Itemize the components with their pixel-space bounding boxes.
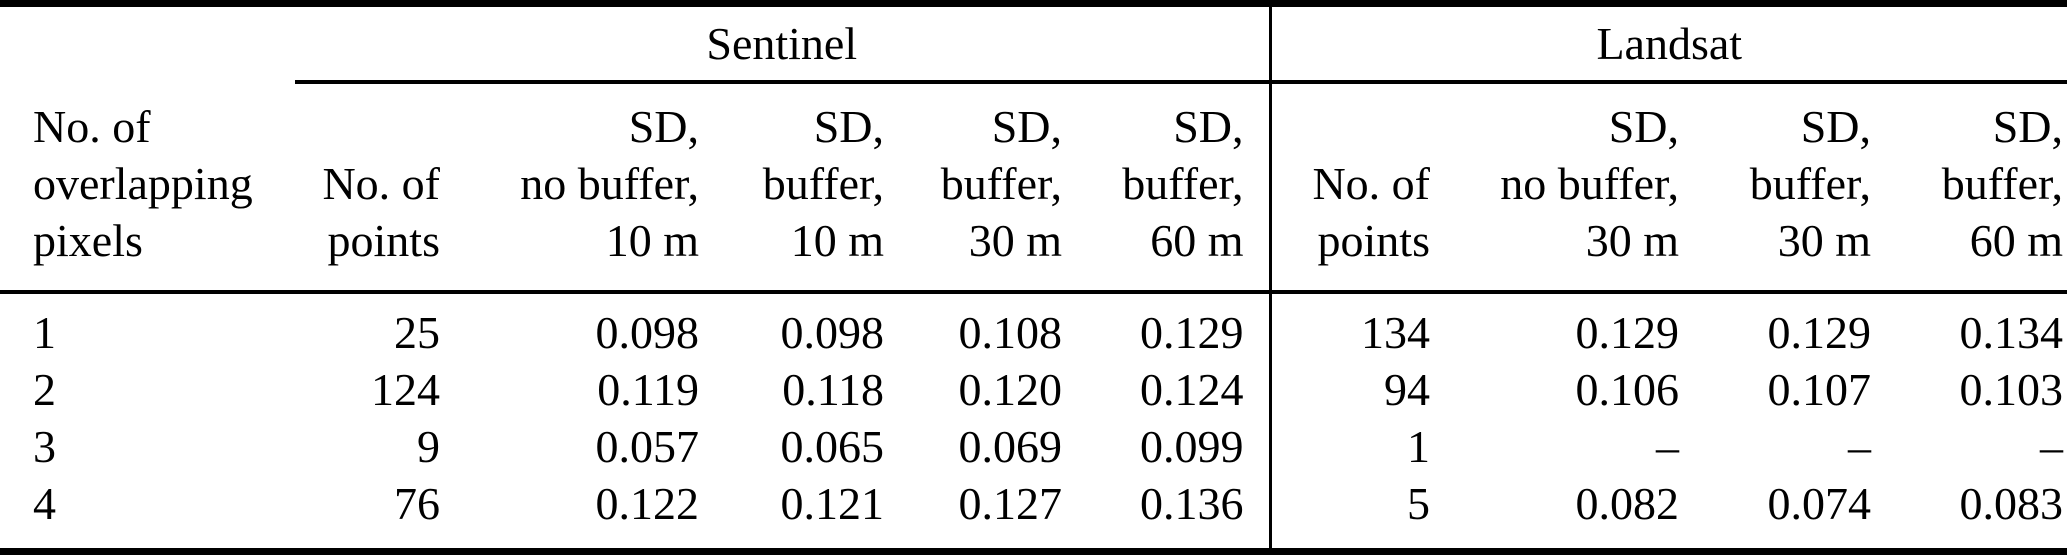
col-header-sentinel-sd-buffer-10m: SD, buffer, 10 m <box>705 82 890 294</box>
cell-landsat-points: 1 <box>1407 421 1430 472</box>
cell-sentinel-sd: 0.069 <box>958 421 1063 472</box>
cell-sentinel-sd: 0.065 <box>780 421 885 472</box>
cell-landsat-sd: – <box>2040 421 2063 472</box>
cell-landsat-sd: 0.106 <box>1575 364 1680 415</box>
col-header-landsat-sd-buffer-60m: SD, buffer, 60 m <box>1877 82 2067 294</box>
table-row: 3 9 0.057 0.065 0.069 0.099 1 – – – <box>0 418 2067 475</box>
cell-sentinel-sd: 0.127 <box>958 478 1063 529</box>
cell-sentinel-sd: 0.121 <box>780 478 885 529</box>
table-row: 1 25 0.098 0.098 0.108 0.129 134 0.129 0… <box>0 292 2067 361</box>
cell-pixels: 4 <box>33 478 56 529</box>
cell-landsat-sd: – <box>1656 421 1679 472</box>
cell-sentinel-sd: 0.118 <box>782 364 884 415</box>
cell-landsat-sd: 0.129 <box>1575 307 1680 358</box>
cell-sentinel-sd: 0.099 <box>1068 418 1272 475</box>
cell-sentinel-sd: 0.098 <box>595 307 700 358</box>
col-header-overlapping-pixels: No. of overlapping pixels <box>0 82 295 294</box>
cell-landsat-sd: 0.134 <box>1959 307 2064 358</box>
table-row: 2 124 0.119 0.118 0.120 0.124 94 0.106 0… <box>0 361 2067 418</box>
col-header-sentinel-sd-buffer-30m: SD, buffer, 30 m <box>890 82 1068 294</box>
cell-landsat-points: 134 <box>1361 307 1430 358</box>
cell-landsat-sd: 0.107 <box>1767 364 1872 415</box>
cell-sentinel-sd: 0.124 <box>1068 361 1272 418</box>
col-header-sentinel-sd-no-buffer-10m: SD, no buffer, 10 m <box>450 82 705 294</box>
cell-sentinel-points: 25 <box>394 307 440 358</box>
cell-landsat-points: 94 <box>1384 364 1430 415</box>
cell-sentinel-sd: 0.057 <box>595 421 700 472</box>
cell-pixels: 2 <box>33 364 56 415</box>
cell-sentinel-sd: 0.120 <box>958 364 1063 415</box>
cell-sentinel-points: 76 <box>394 478 440 529</box>
corner-spacer <box>0 4 295 83</box>
col-header-sentinel-sd-buffer-60m: SD, buffer, 60 m <box>1068 82 1272 294</box>
group-header-landsat: Landsat <box>1270 3 2067 84</box>
cell-landsat-sd: 0.129 <box>1767 307 1872 358</box>
cell-sentinel-points: 9 <box>417 421 440 472</box>
cell-landsat-sd: 0.103 <box>1959 364 2064 415</box>
group-header-row: Sentinel Landsat <box>0 3 2067 84</box>
cell-landsat-sd: 0.074 <box>1767 478 1872 529</box>
column-header-row: No. of overlapping pixels No. of points … <box>0 82 2067 294</box>
col-header-landsat-no-of-points: No. of points <box>1270 82 1442 294</box>
cell-pixels: 1 <box>33 307 56 358</box>
col-header-sentinel-no-of-points: No. of points <box>295 82 450 294</box>
table-row: 4 76 0.122 0.121 0.127 0.136 5 0.082 0.0… <box>0 475 2067 552</box>
cell-landsat-sd: 0.082 <box>1575 478 1680 529</box>
cell-sentinel-sd: 0.129 <box>1068 292 1272 361</box>
cell-landsat-sd: – <box>1848 421 1871 472</box>
cell-sentinel-sd: 0.108 <box>958 307 1063 358</box>
col-header-landsat-sd-buffer-30m: SD, buffer, 30 m <box>1685 82 1877 294</box>
cell-sentinel-sd: 0.119 <box>597 364 699 415</box>
cell-sentinel-sd: 0.098 <box>780 307 885 358</box>
cell-sentinel-sd: 0.136 <box>1068 475 1272 552</box>
cell-landsat-points: 5 <box>1407 478 1430 529</box>
cell-pixels: 3 <box>33 421 56 472</box>
cell-landsat-sd: 0.083 <box>1959 478 2064 529</box>
col-header-landsat-sd-no-buffer-30m: SD, no buffer, 30 m <box>1442 82 1685 294</box>
group-header-sentinel: Sentinel <box>295 3 1272 84</box>
cell-sentinel-points: 124 <box>371 364 440 415</box>
cell-sentinel-sd: 0.122 <box>595 478 700 529</box>
